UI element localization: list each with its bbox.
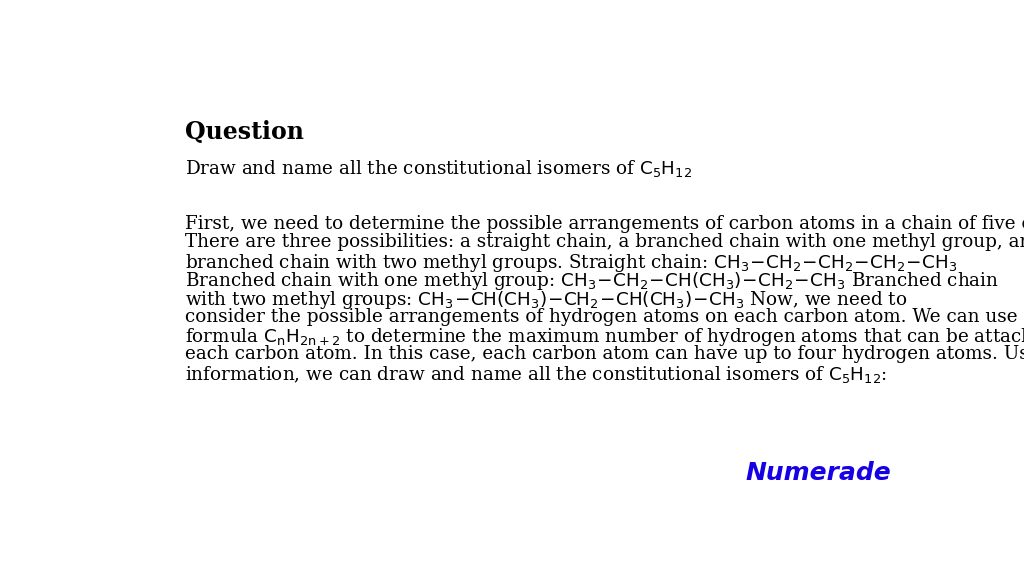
Text: information, we can draw and name all the constitutional isomers of $\mathrm{C_5: information, we can draw and name all th… (185, 363, 887, 385)
Text: First, we need to determine the possible arrangements of carbon atoms in a chain: First, we need to determine the possible… (185, 215, 1024, 233)
Text: Branched chain with one methyl group: $\mathrm{CH_3 \!-\! CH_2 \!-\! CH(CH_3) \!: Branched chain with one methyl group: $\… (185, 271, 999, 293)
Text: each carbon atom. In this case, each carbon atom can have up to four hydrogen at: each carbon atom. In this case, each car… (185, 345, 1024, 363)
Text: Draw and name all the constitutional isomers of $\mathrm{C_5H_{12}}$: Draw and name all the constitutional iso… (185, 158, 692, 179)
Text: consider the possible arrangements of hydrogen atoms on each carbon atom. We can: consider the possible arrangements of hy… (185, 308, 1024, 326)
Text: Numerade: Numerade (745, 461, 892, 485)
Text: with two methyl groups: $\mathrm{CH_3 \!-\! CH(CH_3) \!-\! CH_2 \!-\! CH(CH_3) \: with two methyl groups: $\mathrm{CH_3 \!… (185, 289, 907, 311)
Text: branched chain with two methyl groups. Straight chain: $\mathrm{CH_3 \!-\! CH_2 : branched chain with two methyl groups. S… (185, 252, 957, 274)
Text: formula $\mathrm{C_nH_{2n+2}}$ to determine the maximum number of hydrogen atoms: formula $\mathrm{C_nH_{2n+2}}$ to determ… (185, 327, 1024, 348)
Text: Question: Question (185, 120, 304, 144)
Text: There are three possibilities: a straight chain, a branched chain with one methy: There are three possibilities: a straigh… (185, 233, 1024, 251)
